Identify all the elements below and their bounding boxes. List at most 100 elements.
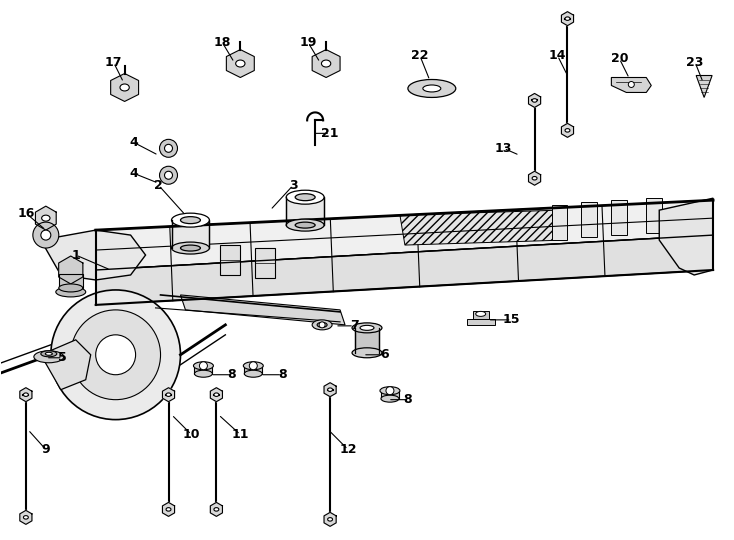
Polygon shape <box>528 171 541 185</box>
Text: 19: 19 <box>299 36 317 49</box>
Ellipse shape <box>295 194 315 201</box>
Text: 20: 20 <box>611 52 628 65</box>
Polygon shape <box>20 388 32 402</box>
Ellipse shape <box>565 17 570 21</box>
Bar <box>467 319 495 325</box>
Text: 10: 10 <box>183 428 200 441</box>
Polygon shape <box>211 502 222 516</box>
Ellipse shape <box>120 84 129 91</box>
Polygon shape <box>35 206 57 230</box>
Circle shape <box>164 144 172 152</box>
Polygon shape <box>111 73 139 102</box>
Text: 9: 9 <box>42 443 50 456</box>
Ellipse shape <box>352 348 382 358</box>
Bar <box>286 197 324 225</box>
Text: 8: 8 <box>227 368 236 381</box>
Text: 4: 4 <box>129 167 138 180</box>
Ellipse shape <box>321 60 331 67</box>
Circle shape <box>95 335 136 375</box>
Ellipse shape <box>214 393 219 396</box>
Ellipse shape <box>194 362 214 370</box>
Text: 21: 21 <box>321 127 339 140</box>
Text: 13: 13 <box>495 142 512 155</box>
Ellipse shape <box>295 222 315 228</box>
Polygon shape <box>312 50 340 78</box>
Ellipse shape <box>166 393 171 396</box>
Text: 16: 16 <box>17 207 34 220</box>
Ellipse shape <box>181 217 200 224</box>
Text: 8: 8 <box>404 393 413 406</box>
Polygon shape <box>659 198 713 275</box>
Polygon shape <box>162 502 175 516</box>
Text: 15: 15 <box>503 313 520 326</box>
Circle shape <box>319 322 325 328</box>
Circle shape <box>164 171 172 179</box>
Ellipse shape <box>236 60 245 67</box>
Ellipse shape <box>327 518 333 521</box>
Ellipse shape <box>352 323 382 333</box>
Circle shape <box>159 166 178 184</box>
Ellipse shape <box>172 242 209 254</box>
Bar <box>581 202 597 237</box>
Ellipse shape <box>46 352 52 355</box>
Text: 8: 8 <box>278 368 286 381</box>
Polygon shape <box>181 295 345 325</box>
Ellipse shape <box>172 213 209 227</box>
Ellipse shape <box>532 99 537 102</box>
Bar <box>195 366 212 374</box>
Text: 18: 18 <box>214 36 231 49</box>
Polygon shape <box>324 383 336 397</box>
Polygon shape <box>95 235 713 305</box>
Polygon shape <box>528 93 541 107</box>
Text: 1: 1 <box>71 248 80 261</box>
Ellipse shape <box>42 215 50 221</box>
Bar <box>611 200 628 235</box>
Polygon shape <box>95 200 713 270</box>
Bar <box>473 311 489 319</box>
Ellipse shape <box>244 370 262 377</box>
Circle shape <box>41 230 51 240</box>
Ellipse shape <box>327 388 333 392</box>
Text: 22: 22 <box>411 49 429 62</box>
Text: 2: 2 <box>154 179 163 192</box>
Ellipse shape <box>286 219 324 231</box>
Ellipse shape <box>195 370 212 377</box>
Text: 5: 5 <box>59 352 67 365</box>
Polygon shape <box>59 256 83 284</box>
Ellipse shape <box>56 287 86 297</box>
Bar <box>59 274 83 288</box>
Ellipse shape <box>317 322 327 327</box>
Ellipse shape <box>286 190 324 204</box>
Text: 6: 6 <box>381 348 389 361</box>
Text: 7: 7 <box>349 319 358 332</box>
Circle shape <box>628 82 634 87</box>
Polygon shape <box>20 510 32 524</box>
Circle shape <box>33 222 59 248</box>
Ellipse shape <box>59 284 83 292</box>
Polygon shape <box>324 512 336 526</box>
Text: 17: 17 <box>105 56 123 69</box>
Ellipse shape <box>34 351 64 363</box>
Polygon shape <box>211 388 222 402</box>
Ellipse shape <box>41 351 57 357</box>
Polygon shape <box>562 12 573 25</box>
Ellipse shape <box>380 387 400 395</box>
Ellipse shape <box>23 516 29 519</box>
Circle shape <box>200 362 208 370</box>
Ellipse shape <box>476 312 486 316</box>
Ellipse shape <box>423 85 441 92</box>
Text: 3: 3 <box>289 179 297 192</box>
Bar <box>255 248 275 278</box>
Polygon shape <box>162 388 175 402</box>
Circle shape <box>159 139 178 157</box>
Text: 11: 11 <box>231 428 249 441</box>
Ellipse shape <box>312 320 332 330</box>
Polygon shape <box>562 123 573 137</box>
Ellipse shape <box>532 177 537 180</box>
Circle shape <box>51 290 181 420</box>
Text: 23: 23 <box>686 56 704 69</box>
Ellipse shape <box>181 245 200 251</box>
Circle shape <box>70 310 161 400</box>
Polygon shape <box>696 76 712 97</box>
Bar <box>355 328 379 353</box>
